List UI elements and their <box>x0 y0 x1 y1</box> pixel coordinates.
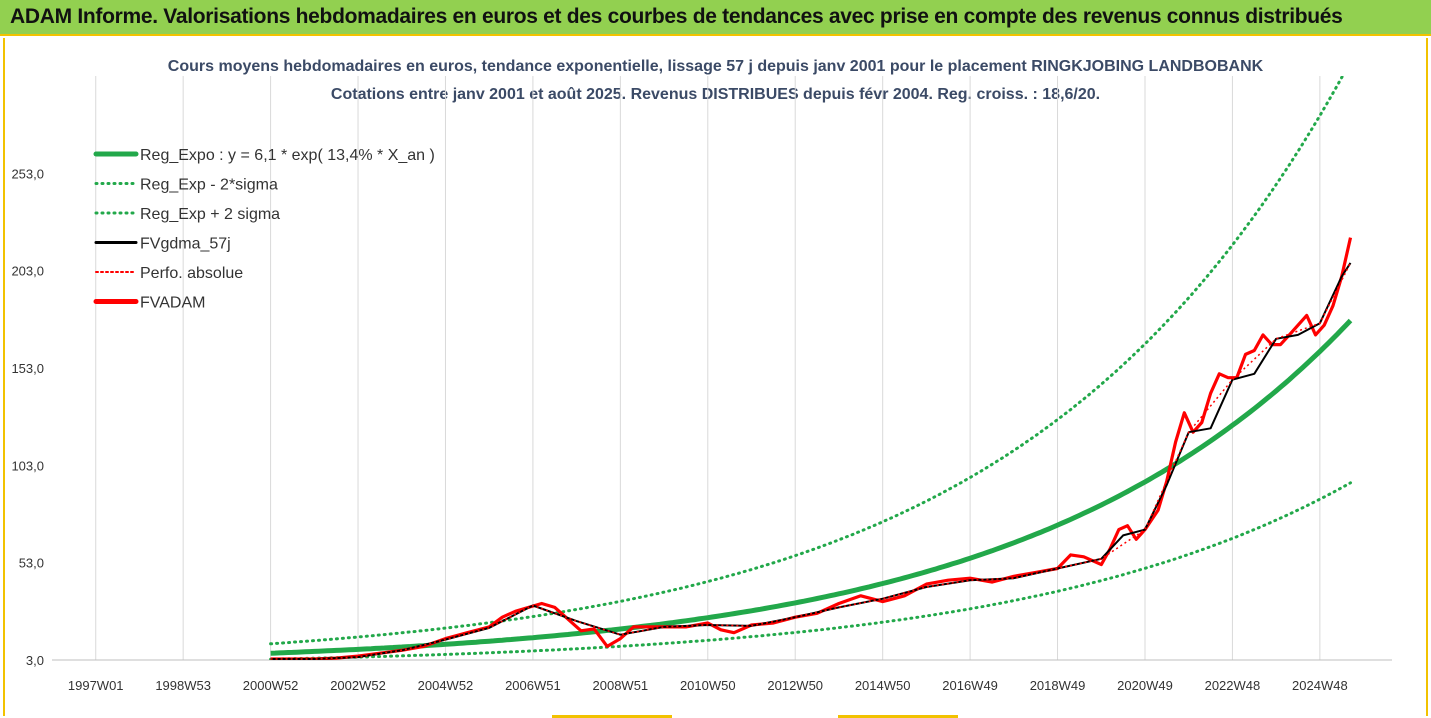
x-tick-label: 2024W48 <box>1292 678 1348 693</box>
legend-label: Perfo. absolue <box>140 265 243 282</box>
legend-label: Reg_Exp - 2*sigma <box>140 177 278 194</box>
y-tick-label: 53,0 <box>19 556 44 571</box>
series-reg-upper-line <box>269 76 1345 646</box>
x-tick-label: 2018W49 <box>1030 678 1086 693</box>
chart-title: Cours moyens hebdomadaires en euros, ten… <box>167 58 1264 75</box>
series-reg-expo-line <box>270 318 1353 656</box>
chart-legend: Reg_Expo : y = 6,1 * exp( 13,4% * X_an )… <box>93 147 435 312</box>
x-tick-label: 2008W51 <box>593 678 649 693</box>
x-tick-label: 2002W52 <box>330 678 386 693</box>
y-tick-label: 153,0 <box>11 361 44 376</box>
legend-label: FVgdma_57j <box>140 236 231 253</box>
legend-label: FVADAM <box>140 295 205 312</box>
app-header-bar: ADAM Informe. Valorisations hebdomadaire… <box>0 0 1431 36</box>
x-tick-label: 2004W52 <box>418 678 474 693</box>
y-tick-label: 3,0 <box>26 653 44 668</box>
x-tick-label: 2020W49 <box>1117 678 1173 693</box>
y-tick-label: 103,0 <box>11 458 44 473</box>
series-fvadam-line <box>270 237 1353 660</box>
y-tick-label: 253,0 <box>11 166 44 181</box>
x-tick-label: 2012W50 <box>767 678 823 693</box>
bottom-accent-right <box>838 715 958 718</box>
y-tick-label: 203,0 <box>11 264 44 279</box>
x-tick-label: 2014W50 <box>855 678 911 693</box>
series-reg-lower-line <box>269 481 1352 660</box>
legend-label: Reg_Exp + 2 sigma <box>140 206 280 223</box>
legend-label: Reg_Expo : y = 6,1 * exp( 13,4% * X_an ) <box>140 147 435 164</box>
chart-frame <box>3 38 1428 716</box>
chart-grid <box>95 76 1321 660</box>
chart-lines <box>269 76 1353 660</box>
x-tick-label: 2016W49 <box>942 678 998 693</box>
x-tick-label: 2000W52 <box>243 678 299 693</box>
page-title: ADAM Informe. Valorisations hebdomadaire… <box>10 5 1343 28</box>
x-tick-label: 2006W51 <box>505 678 561 693</box>
x-tick-label: 2022W48 <box>1205 678 1261 693</box>
chart-axes: 1997W01 1998W53 2000W52 2002W52 2004W52 2006W… <box>11 166 1392 693</box>
x-tick-label: 1998W53 <box>155 678 211 693</box>
bottom-accent-left <box>552 715 672 718</box>
chart-subtitle: Cotations entre janv 2001 et août 2025. … <box>330 86 1101 103</box>
x-tick-label: 2010W50 <box>680 678 736 693</box>
x-tick-label: 1997W01 <box>68 678 124 693</box>
